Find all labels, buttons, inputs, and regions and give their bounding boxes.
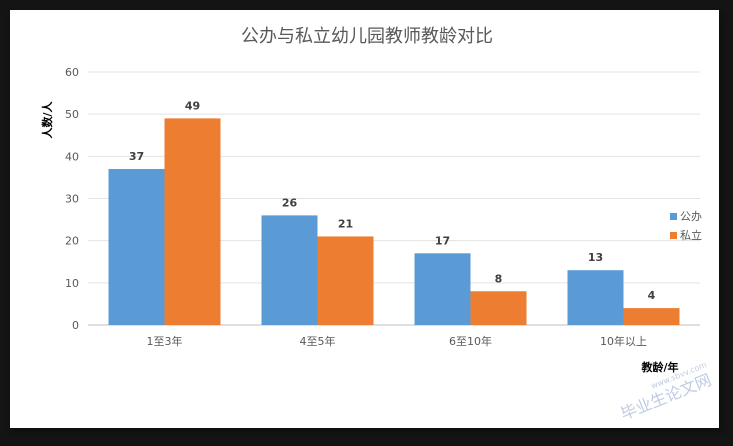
bar bbox=[108, 168, 165, 325]
x-tick-label: 10年以上 bbox=[600, 334, 647, 348]
data-label: 49 bbox=[185, 99, 200, 112]
data-labels: 37 49 26 21 17 8 13 4 bbox=[129, 99, 656, 302]
bar bbox=[470, 291, 527, 325]
y-tick-label: 50 bbox=[65, 108, 79, 121]
x-tick-labels: 1至3年 4至5年 6至10年 10年以上 bbox=[147, 334, 648, 348]
data-label: 21 bbox=[338, 217, 353, 230]
x-tick-label: 6至10年 bbox=[449, 334, 492, 348]
bar bbox=[567, 270, 624, 325]
data-label: 8 bbox=[495, 272, 503, 285]
x-axis-label: 教龄/年 bbox=[640, 360, 678, 374]
legend-swatch bbox=[670, 213, 677, 220]
data-label: 13 bbox=[588, 251, 603, 264]
y-tick-label: 30 bbox=[65, 193, 79, 206]
data-label: 26 bbox=[282, 196, 298, 209]
y-tick-labels: 0 10 20 30 40 50 60 bbox=[65, 66, 79, 332]
y-tick-label: 60 bbox=[65, 66, 79, 79]
bar bbox=[164, 118, 221, 325]
x-tick-label: 1至3年 bbox=[147, 334, 183, 348]
data-label: 4 bbox=[648, 289, 656, 302]
y-tick-label: 10 bbox=[65, 277, 79, 290]
bar bbox=[414, 253, 471, 325]
bar bbox=[317, 236, 374, 325]
y-tick-label: 0 bbox=[72, 319, 79, 332]
x-tick-label: 4至5年 bbox=[300, 334, 336, 348]
bar bbox=[623, 308, 680, 325]
legend-label: 公办 bbox=[680, 210, 702, 223]
chart-title: 公办与私立幼儿园教师教龄对比 bbox=[241, 26, 493, 47]
bars bbox=[108, 118, 680, 325]
data-label: 17 bbox=[435, 234, 450, 247]
y-tick-label: 20 bbox=[65, 235, 79, 248]
y-tick-label: 40 bbox=[65, 150, 79, 163]
legend-swatch bbox=[670, 232, 677, 239]
data-label: 37 bbox=[129, 150, 144, 163]
legend-label: 私立 bbox=[680, 228, 702, 242]
y-axis-label: 人数/人 bbox=[40, 100, 54, 138]
bar bbox=[261, 215, 318, 325]
